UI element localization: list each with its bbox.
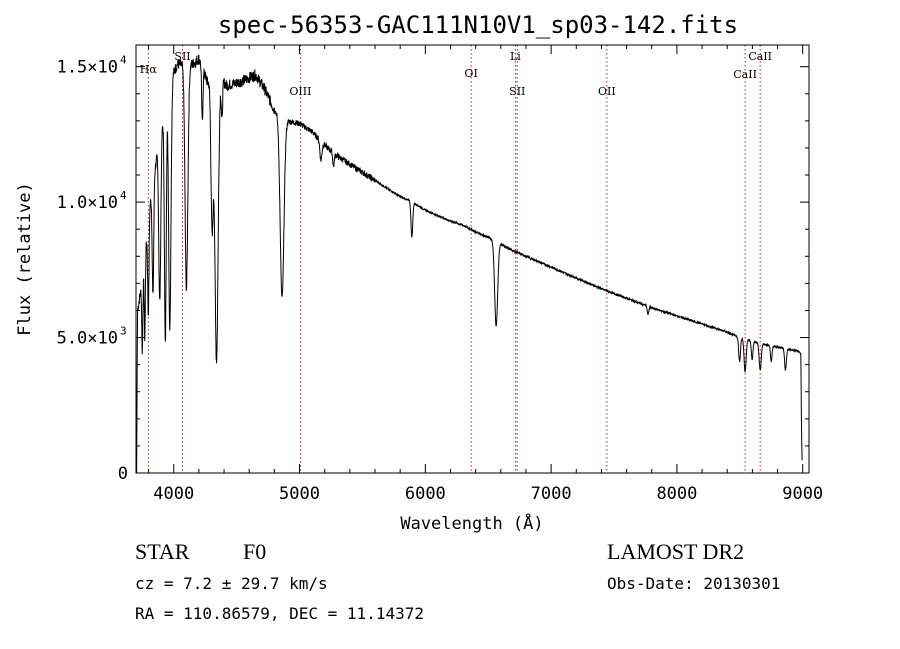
chart-title: spec-56353-GAC111N10V1_sp03-142.fits xyxy=(218,11,738,39)
y-tick-label: 1.0×10 xyxy=(57,193,118,213)
spectral-line-label: OIII xyxy=(289,85,311,98)
y-tick-label: 1.5×10 xyxy=(57,58,118,78)
y-tick-exponent: 4 xyxy=(120,54,127,67)
spectral-line-label: OI xyxy=(464,67,477,80)
plot-frame xyxy=(135,44,810,474)
spectral-line-label: SII xyxy=(509,85,525,98)
x-tick-label: 8000 xyxy=(656,484,697,504)
x-axis-label: Wavelength (Å) xyxy=(400,512,543,534)
object-class: STAR xyxy=(135,539,190,564)
observation-date: Obs-Date: 20130301 xyxy=(607,574,781,593)
object-subclass: F0 xyxy=(243,539,267,564)
y-tick-label: 5.0×10 xyxy=(57,329,118,349)
y-tick-label: 0 xyxy=(118,464,128,484)
survey-name: LAMOST DR2 xyxy=(607,539,745,564)
x-tick-label: 9000 xyxy=(782,484,823,504)
sky-coordinates: RA = 110.86579, DEC = 11.14372 xyxy=(135,604,424,623)
y-tick-exponent: 4 xyxy=(120,189,127,202)
spectral-line-label: CaII xyxy=(733,68,757,81)
x-tick-label: 6000 xyxy=(405,484,446,504)
y-axis-label: Flux (relative) xyxy=(15,182,35,336)
x-tick-label: 7000 xyxy=(531,484,572,504)
spectral-line-label: SII xyxy=(174,50,190,63)
spectrum-chart: spec-56353-GAC111N10V1_sp03-142.fits 400… xyxy=(15,11,823,534)
spectral-line-label: OII xyxy=(598,85,616,98)
x-tick-label: 4000 xyxy=(153,484,194,504)
spectrum-line xyxy=(136,54,803,474)
spectral-line-label: Li xyxy=(510,50,521,63)
y-tick-exponent: 3 xyxy=(120,325,127,338)
x-tick-label: 5000 xyxy=(279,484,320,504)
redshift-value: cz = 7.2 ± 29.7 km/s xyxy=(135,574,328,593)
spectral-line-label: CaII xyxy=(748,50,772,63)
spectral-line-label: Hα xyxy=(140,63,158,76)
